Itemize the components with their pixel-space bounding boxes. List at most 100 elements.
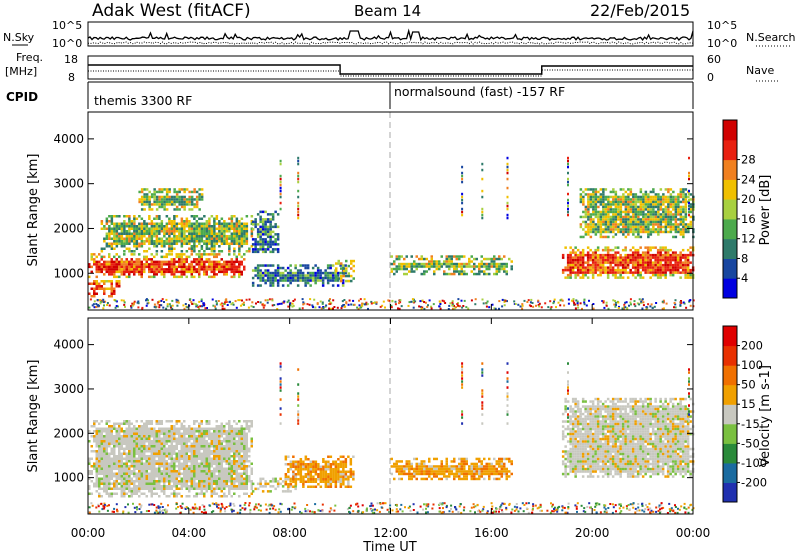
power-cell-9 xyxy=(602,190,605,194)
power-cell-9 xyxy=(589,198,593,201)
power-cell-8 xyxy=(566,263,570,267)
power-cell-5 xyxy=(259,264,262,267)
power-noise-cell xyxy=(276,303,279,306)
power-cell-2 xyxy=(125,232,129,235)
velocity-cell-0 xyxy=(133,487,136,490)
power-cell-2 xyxy=(203,222,206,225)
power-noise-cell xyxy=(102,307,105,310)
power-cell-2 xyxy=(160,242,164,245)
power-cell-5 xyxy=(294,276,297,280)
power-cell-9 xyxy=(584,225,588,229)
power-cell-2 xyxy=(210,232,214,235)
power-cell-9 xyxy=(682,205,685,209)
power-cell-5 xyxy=(329,264,332,267)
power-cell-8 xyxy=(581,251,585,254)
power-noise-cell xyxy=(567,298,570,301)
velocity-cell-0 xyxy=(135,440,138,443)
power-cell-9 xyxy=(649,190,653,194)
velocity-cell-0 xyxy=(100,462,103,465)
velocity-cell-0 xyxy=(128,445,131,448)
power-cell-9 xyxy=(617,218,620,221)
power-cell-9 xyxy=(652,190,655,194)
power-cell-8 xyxy=(674,266,677,269)
velocity-cell-0 xyxy=(175,480,178,483)
power-streak-cell xyxy=(461,180,464,184)
power-cell-5 xyxy=(321,281,325,285)
power-noise-cell xyxy=(131,302,134,305)
power-cell-0 xyxy=(180,258,183,261)
power-cell-8 xyxy=(641,268,645,272)
velocity-cell-0 xyxy=(138,480,141,483)
velocity-cell-0 xyxy=(153,445,156,448)
power-cell-9 xyxy=(664,225,668,229)
velocity-cell-0 xyxy=(170,432,173,435)
power-noise-cell xyxy=(343,304,345,306)
velocity-cell-0 xyxy=(160,450,163,453)
power-cell-0 xyxy=(105,260,108,264)
power-cell-0 xyxy=(240,260,243,264)
power-cell-0 xyxy=(210,263,213,266)
velocity-cell-0 xyxy=(168,487,171,490)
power-cell-8 xyxy=(594,268,597,272)
power-cell-3 xyxy=(178,188,181,191)
power-noise-cell xyxy=(655,302,658,304)
power-cell-9 xyxy=(617,213,620,216)
power-cell-0 xyxy=(203,265,206,269)
power-cell-2 xyxy=(235,230,239,233)
power-cell-2 xyxy=(175,240,179,243)
power-cell-9 xyxy=(647,223,650,226)
velocity-cell-0 xyxy=(168,452,171,455)
velocity-cell-0 xyxy=(100,470,103,473)
power-cell-2 xyxy=(110,222,114,225)
velocity-cell-0 xyxy=(93,467,96,470)
velocity-cell-0 xyxy=(205,462,208,465)
power-cell-0 xyxy=(103,263,106,266)
power-cell-0 xyxy=(208,263,211,266)
power-cell-9 xyxy=(602,228,605,231)
power-cell-2 xyxy=(130,250,134,253)
power-cell-0 xyxy=(223,270,226,274)
power-cell-5 xyxy=(326,264,330,267)
velocity-cell-0 xyxy=(150,427,153,430)
velocity-cell-0 xyxy=(138,462,141,465)
power-cell-2 xyxy=(170,242,174,245)
velocity-cell-0 xyxy=(160,420,163,423)
power-cell-5 xyxy=(266,279,270,282)
power-cell-8 xyxy=(591,261,595,264)
power-cell-3 xyxy=(138,200,141,204)
power-cell-2 xyxy=(153,230,156,233)
velocity-cell-0 xyxy=(133,457,136,460)
power-cell-9 xyxy=(677,193,680,196)
power-cell-9 xyxy=(589,203,593,206)
power-cell-9 xyxy=(669,225,673,229)
power-cell-7 xyxy=(395,255,398,258)
power-cell-2 xyxy=(213,230,216,233)
velocity-cell-0 xyxy=(120,427,123,430)
power-cell-9 xyxy=(654,205,658,209)
velocity-cell-0 xyxy=(195,447,198,450)
power-cell-2 xyxy=(233,242,236,245)
velocity-cell-0 xyxy=(158,465,161,468)
power-cell-8 xyxy=(636,251,640,254)
velocity-cell-0 xyxy=(98,470,101,473)
power-cell-8 xyxy=(661,246,665,249)
power-cell-2 xyxy=(120,237,124,240)
power-cell-2 xyxy=(223,242,226,245)
velocity-cell-0 xyxy=(100,447,103,450)
power-cell-3 xyxy=(145,193,149,196)
power-cell-1 xyxy=(88,282,91,285)
power-noise-cell xyxy=(287,299,290,302)
velocity-cell-0 xyxy=(88,470,91,473)
velocity-cell-0 xyxy=(133,462,136,465)
velocity-cell-0 xyxy=(113,427,116,430)
velocity-cell-0 xyxy=(108,432,111,435)
power-cell-6 xyxy=(347,272,350,275)
power-cell-9 xyxy=(639,208,643,211)
power-cell-5 xyxy=(344,271,347,275)
power-cell-9 xyxy=(674,210,678,214)
velocity-cell-0 xyxy=(103,457,106,460)
power-cell-8 xyxy=(611,253,615,257)
power-cell-0 xyxy=(150,270,153,274)
power-cell-0 xyxy=(173,263,176,266)
velocity-cell-0 xyxy=(115,492,118,495)
